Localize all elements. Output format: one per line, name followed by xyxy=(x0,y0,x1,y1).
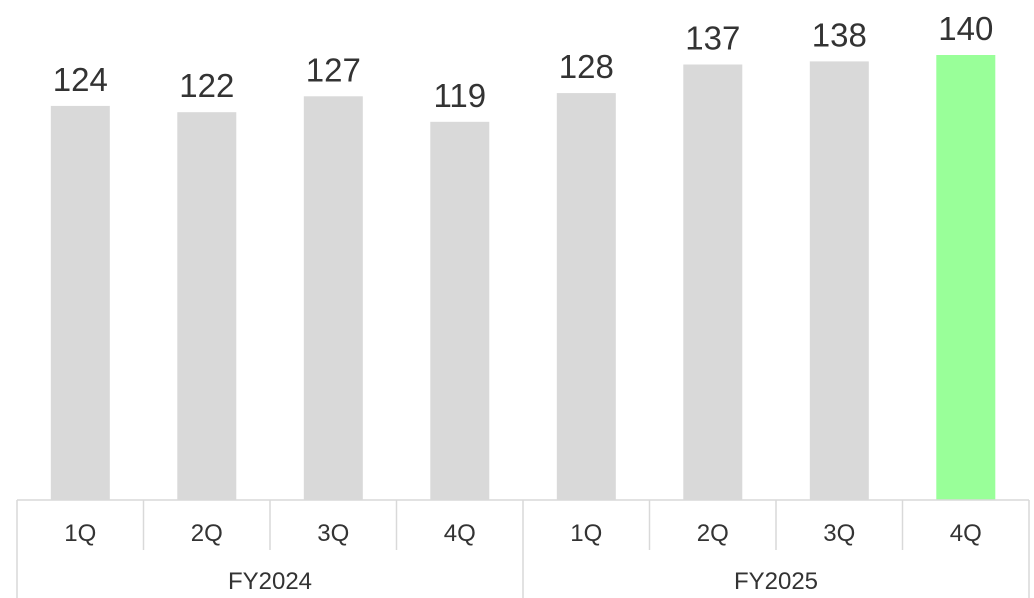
data-label-8: 140 xyxy=(938,10,993,47)
data-label-3: 127 xyxy=(306,51,361,88)
category-axis: 1Q 2Q 3Q 4Q 1Q 2Q 3Q 4Q FY2024 FY2025 xyxy=(16,499,1030,598)
tick-label-7: 3Q xyxy=(823,520,855,547)
tick-label-3: 3Q xyxy=(317,520,349,547)
bar-1 xyxy=(50,105,110,501)
tick-label-4: 4Q xyxy=(444,520,476,547)
tick-label-8: 4Q xyxy=(950,520,982,547)
bar-7 xyxy=(809,61,869,501)
bar-8 xyxy=(936,55,996,500)
data-label-1: 124 xyxy=(53,61,108,98)
data-label-5: 128 xyxy=(559,48,614,85)
bar-2 xyxy=(177,112,237,500)
group-label-fy2024: FY2024 xyxy=(228,568,312,595)
data-label-6: 137 xyxy=(685,20,740,57)
tick-label-2: 2Q xyxy=(191,520,223,547)
bar-3 xyxy=(303,96,363,501)
bar-4 xyxy=(430,121,490,501)
data-label-7: 138 xyxy=(812,16,867,53)
tick-label-1: 1Q xyxy=(64,520,96,547)
data-label-2: 122 xyxy=(179,67,234,104)
bars-layer xyxy=(50,55,996,501)
data-label-4: 119 xyxy=(433,77,486,114)
bar-6 xyxy=(683,64,743,500)
group-label-fy2025: FY2025 xyxy=(734,568,818,595)
tick-label-6: 2Q xyxy=(697,520,729,547)
tick-label-5: 1Q xyxy=(570,520,602,547)
bar-5 xyxy=(556,93,616,500)
data-labels-layer: 124 122 127 119 128 137 138 140 xyxy=(53,10,994,114)
